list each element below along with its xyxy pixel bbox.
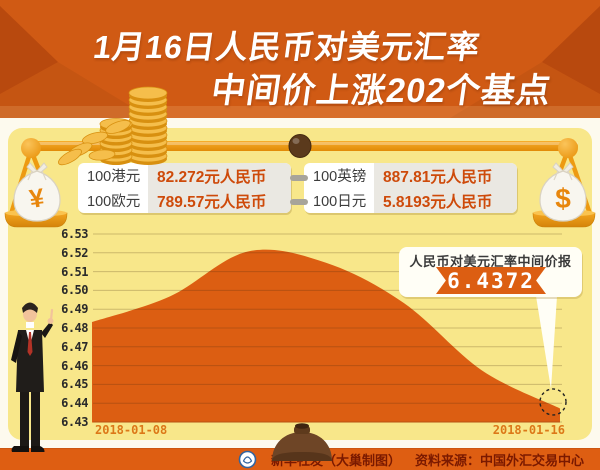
header-banner: 1月16日人民币对美元汇率 中间价上涨202个基点 xyxy=(0,0,600,118)
x-axis-label-end: 2018-01-16 xyxy=(492,423,565,437)
y-tick-label: 6.48 xyxy=(61,321,88,335)
title-line-1: 1月16日人民币对美元汇率 xyxy=(91,29,483,65)
y-tick-label: 6.44 xyxy=(61,396,88,411)
footer-credit: 新华社发（大巢制图） xyxy=(270,453,401,468)
rate-value: 82.272元人民币 xyxy=(148,163,291,188)
y-tick-label: 6.45 xyxy=(61,377,88,392)
callout-value-ribbon: 6.4372 xyxy=(436,267,546,294)
page-title: 1月16日人民币对美元汇率 中间价上涨202个基点 xyxy=(0,0,600,118)
y-tick-label: 6.52 xyxy=(61,245,88,260)
rate-row: 100欧元 789.57元人民币 xyxy=(78,188,291,213)
y-tick-label: 6.51 xyxy=(61,264,88,279)
rate-row: 100英镑 887.81元人民币 xyxy=(304,163,517,188)
separator-dash xyxy=(290,175,308,181)
title-line-2: 中间价上涨202个基点 xyxy=(208,72,554,110)
rates-panel-right: 100英镑 887.81元人民币 100日元 5.8193元人民币 xyxy=(304,163,517,213)
rate-value: 789.57元人民币 xyxy=(148,188,291,213)
y-tick-label: 6.47 xyxy=(61,339,88,354)
rate-currency: 100英镑 xyxy=(313,169,367,185)
footer-bar: 新华社发（大巢制图） 资料来源：中国外汇交易中心 xyxy=(0,448,600,470)
separator-dash xyxy=(290,199,308,205)
rate-currency: 100日元 xyxy=(313,194,367,210)
rate-row: 100港元 82.272元人民币 xyxy=(78,163,291,188)
rate-currency: 100港元 xyxy=(87,169,141,185)
xinhua-logo-icon xyxy=(238,450,257,469)
callout-value: 6.4372 xyxy=(447,268,535,293)
rate-value: 887.81元人民币 xyxy=(374,163,517,188)
y-tick-label: 6.53 xyxy=(61,227,88,241)
rate-value: 5.8193元人民币 xyxy=(374,188,517,213)
rates-panel-left: 100港元 82.272元人民币 100欧元 789.57元人民币 xyxy=(78,163,291,213)
rate-currency: 100欧元 xyxy=(87,194,141,210)
y-tick-label: 6.50 xyxy=(61,283,88,298)
y-tick-label: 6.49 xyxy=(61,302,88,317)
y-tick-label: 6.46 xyxy=(61,358,88,373)
rate-row: 100日元 5.8193元人民币 xyxy=(304,188,517,213)
x-axis-label-start: 2018-01-08 xyxy=(95,423,168,437)
rate-callout: 人民币对美元汇率中间价报 6.4372 xyxy=(399,247,582,297)
footer-source: 资料来源：中国外汇交易中心 xyxy=(414,453,584,468)
y-tick-label: 6.43 xyxy=(61,415,88,429)
